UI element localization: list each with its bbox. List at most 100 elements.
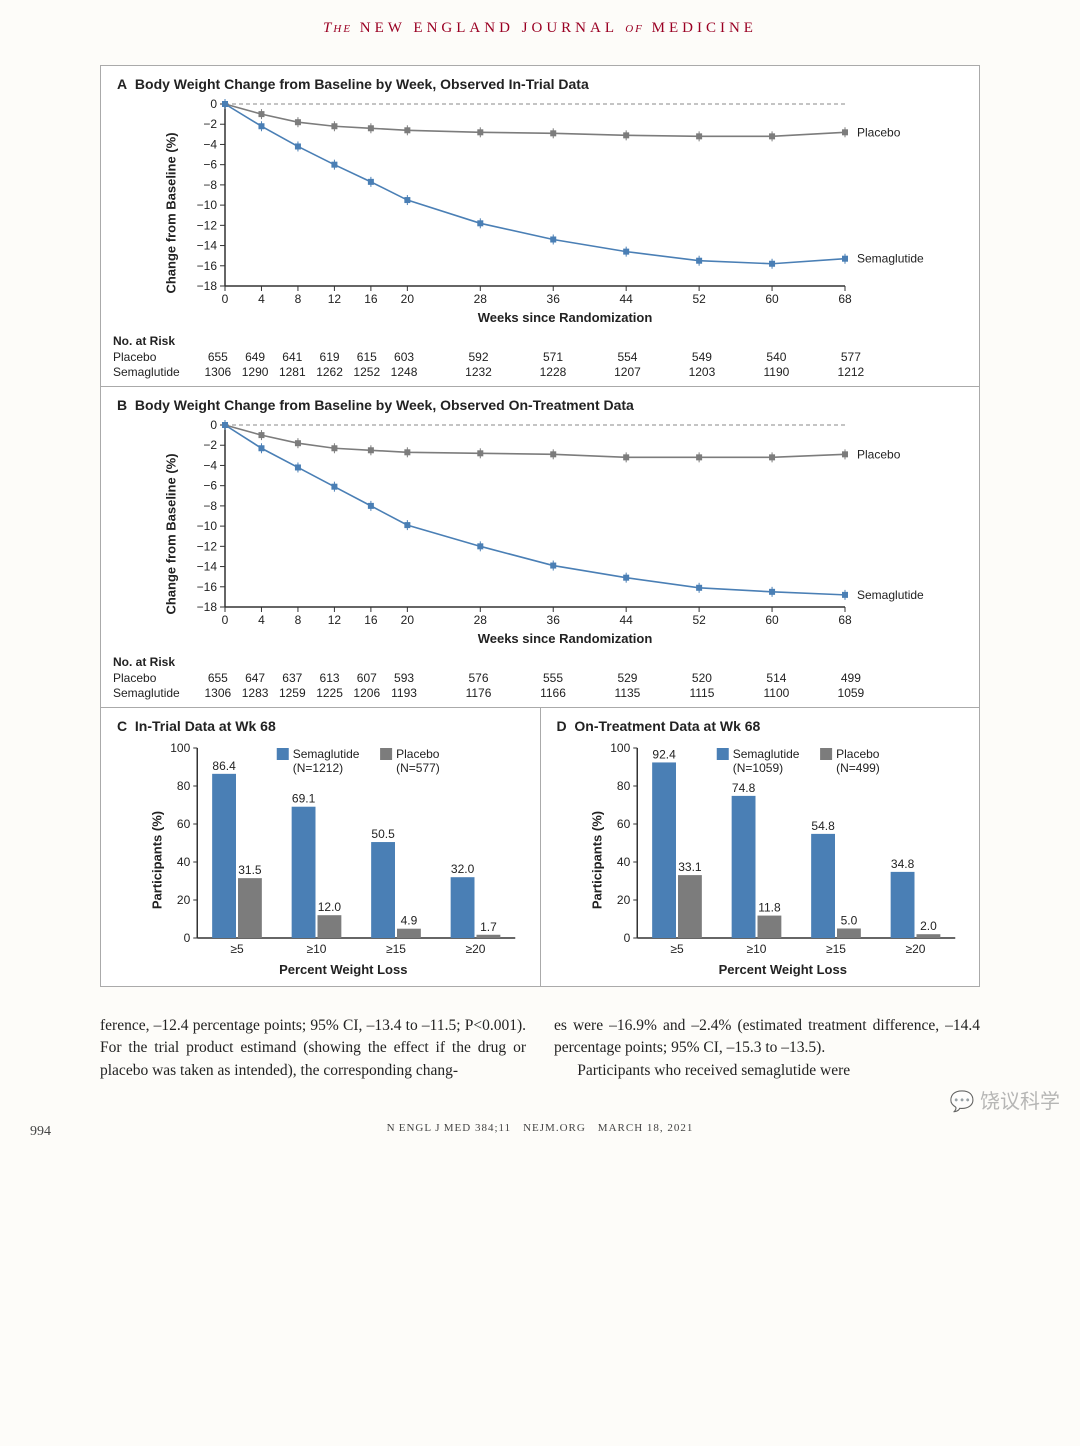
svg-text:−12: −12 — [197, 218, 218, 232]
svg-text:12.0: 12.0 — [318, 900, 342, 914]
risk-value: 577 — [831, 350, 871, 364]
svg-text:12: 12 — [328, 292, 342, 306]
svg-text:69.1: 69.1 — [292, 792, 316, 806]
svg-text:Semaglutide: Semaglutide — [293, 747, 360, 761]
panel-b-chart: 0−2−4−6−8−10−12−14−16−180481216202836445… — [177, 419, 953, 629]
svg-text:Placebo: Placebo — [857, 125, 901, 139]
panel-c-chart: 020406080100Semaglutide(N=1212)Placebo(N… — [163, 740, 524, 960]
risk-title-a: No. at Risk — [113, 334, 963, 348]
panel-a-chart: 0−2−4−6−8−10−12−14−16−180481216202836445… — [177, 98, 953, 308]
svg-text:80: 80 — [616, 779, 630, 793]
svg-text:32.0: 32.0 — [451, 862, 475, 876]
svg-text:54.8: 54.8 — [811, 819, 835, 833]
panel-c: C In-Trial Data at Wk 68 Participants (%… — [101, 708, 541, 986]
risk-value: 540 — [756, 350, 796, 364]
risk-value: 571 — [533, 350, 573, 364]
panel-b: B Body Weight Change from Baseline by We… — [101, 387, 979, 708]
svg-text:80: 80 — [177, 779, 191, 793]
risk-value: 1252 — [347, 365, 387, 379]
svg-text:36: 36 — [547, 613, 561, 627]
risk-value: 1259 — [272, 686, 312, 700]
svg-text:2.0: 2.0 — [920, 919, 937, 933]
risk-value: 514 — [756, 671, 796, 685]
panel-c-ylabel: Participants (%) — [150, 811, 165, 909]
svg-text:68: 68 — [838, 613, 852, 627]
watermark: 💬 饶议科学 — [950, 1085, 1060, 1114]
risk-value: 637 — [272, 671, 312, 685]
svg-text:60: 60 — [765, 292, 779, 306]
risk-value: 1248 — [384, 365, 424, 379]
risk-value: 1206 — [347, 686, 387, 700]
svg-text:52: 52 — [692, 613, 706, 627]
svg-text:−16: −16 — [197, 259, 218, 273]
risk-value: 1176 — [459, 686, 499, 700]
journal-header: The NEW ENGLAND JOURNAL of MEDICINE — [100, 20, 980, 37]
panel-a-title: Body Weight Change from Baseline by Week… — [135, 76, 589, 92]
body-col2: es were –16.9% and –2.4% (estimated trea… — [554, 1015, 980, 1082]
risk-value: 592 — [459, 350, 499, 364]
risk-value: 1166 — [533, 686, 573, 700]
risk-value: 655 — [198, 350, 238, 364]
svg-text:−10: −10 — [197, 519, 218, 533]
risk-a-sem-label: Semaglutide — [113, 365, 197, 380]
svg-text:44: 44 — [619, 613, 633, 627]
panel-b-tag: B — [117, 397, 127, 413]
risk-value: 520 — [682, 671, 722, 685]
svg-text:4: 4 — [258, 292, 265, 306]
svg-text:60: 60 — [616, 817, 630, 831]
svg-text:≥10: ≥10 — [746, 942, 766, 956]
svg-text:100: 100 — [170, 741, 190, 755]
page-footer: N ENGL J MED 384;11 NEJM.ORG MARCH 18, 2… — [100, 1122, 980, 1134]
risk-value: 1228 — [533, 365, 573, 379]
risk-value: 613 — [310, 671, 350, 685]
svg-text:74.8: 74.8 — [731, 781, 755, 795]
svg-text:16: 16 — [364, 613, 378, 627]
svg-text:40: 40 — [616, 855, 630, 869]
panel-b-title: Body Weight Change from Baseline by Week… — [135, 397, 634, 413]
risk-value: 1225 — [310, 686, 350, 700]
risk-value: 1232 — [459, 365, 499, 379]
risk-b-pla-label: Placebo — [113, 671, 197, 686]
risk-value: 1115 — [682, 686, 722, 700]
svg-text:60: 60 — [177, 817, 191, 831]
risk-value: 1212 — [831, 365, 871, 379]
risk-value: 1059 — [831, 686, 871, 700]
svg-text:60: 60 — [765, 613, 779, 627]
panel-d: D On-Treatment Data at Wk 68 Participant… — [541, 708, 980, 986]
watermark-text: 饶议科学 — [980, 1091, 1060, 1113]
panel-d-tag: D — [557, 718, 567, 734]
risk-value: 549 — [682, 350, 722, 364]
risk-value: 555 — [533, 671, 573, 685]
svg-text:12: 12 — [328, 613, 342, 627]
risk-value: 1306 — [198, 686, 238, 700]
svg-text:Placebo: Placebo — [836, 747, 880, 761]
svg-text:44: 44 — [619, 292, 633, 306]
risk-value: 499 — [831, 671, 871, 685]
svg-text:−6: −6 — [203, 479, 217, 493]
svg-text:20: 20 — [177, 893, 191, 907]
svg-text:92.4: 92.4 — [652, 747, 676, 761]
risk-a-pla-label: Placebo — [113, 350, 197, 365]
risk-value: 554 — [607, 350, 647, 364]
panel-d-title: On-Treatment Data at Wk 68 — [574, 718, 760, 734]
svg-text:4.9: 4.9 — [401, 914, 418, 928]
svg-text:4: 4 — [258, 613, 265, 627]
svg-text:52: 52 — [692, 292, 706, 306]
risk-value: 647 — [235, 671, 275, 685]
svg-text:−2: −2 — [203, 438, 217, 452]
risk-value: 603 — [384, 350, 424, 364]
svg-text:0: 0 — [623, 931, 630, 945]
svg-text:33.1: 33.1 — [678, 860, 702, 874]
body-col2-p1: es were –16.9% and –2.4% (estimated trea… — [554, 1017, 980, 1056]
svg-text:31.5: 31.5 — [238, 863, 262, 877]
svg-text:28: 28 — [474, 613, 488, 627]
svg-text:−6: −6 — [203, 158, 217, 172]
risk-value: 615 — [347, 350, 387, 364]
svg-text:68: 68 — [838, 292, 852, 306]
header-main: NEW ENGLAND JOURNAL — [360, 20, 618, 36]
panel-b-ylabel: Change from Baseline (%) — [164, 453, 179, 614]
risk-title-b: No. at Risk — [113, 655, 963, 669]
svg-text:−4: −4 — [203, 137, 217, 151]
svg-text:−2: −2 — [203, 117, 217, 131]
risk-value: 649 — [235, 350, 275, 364]
